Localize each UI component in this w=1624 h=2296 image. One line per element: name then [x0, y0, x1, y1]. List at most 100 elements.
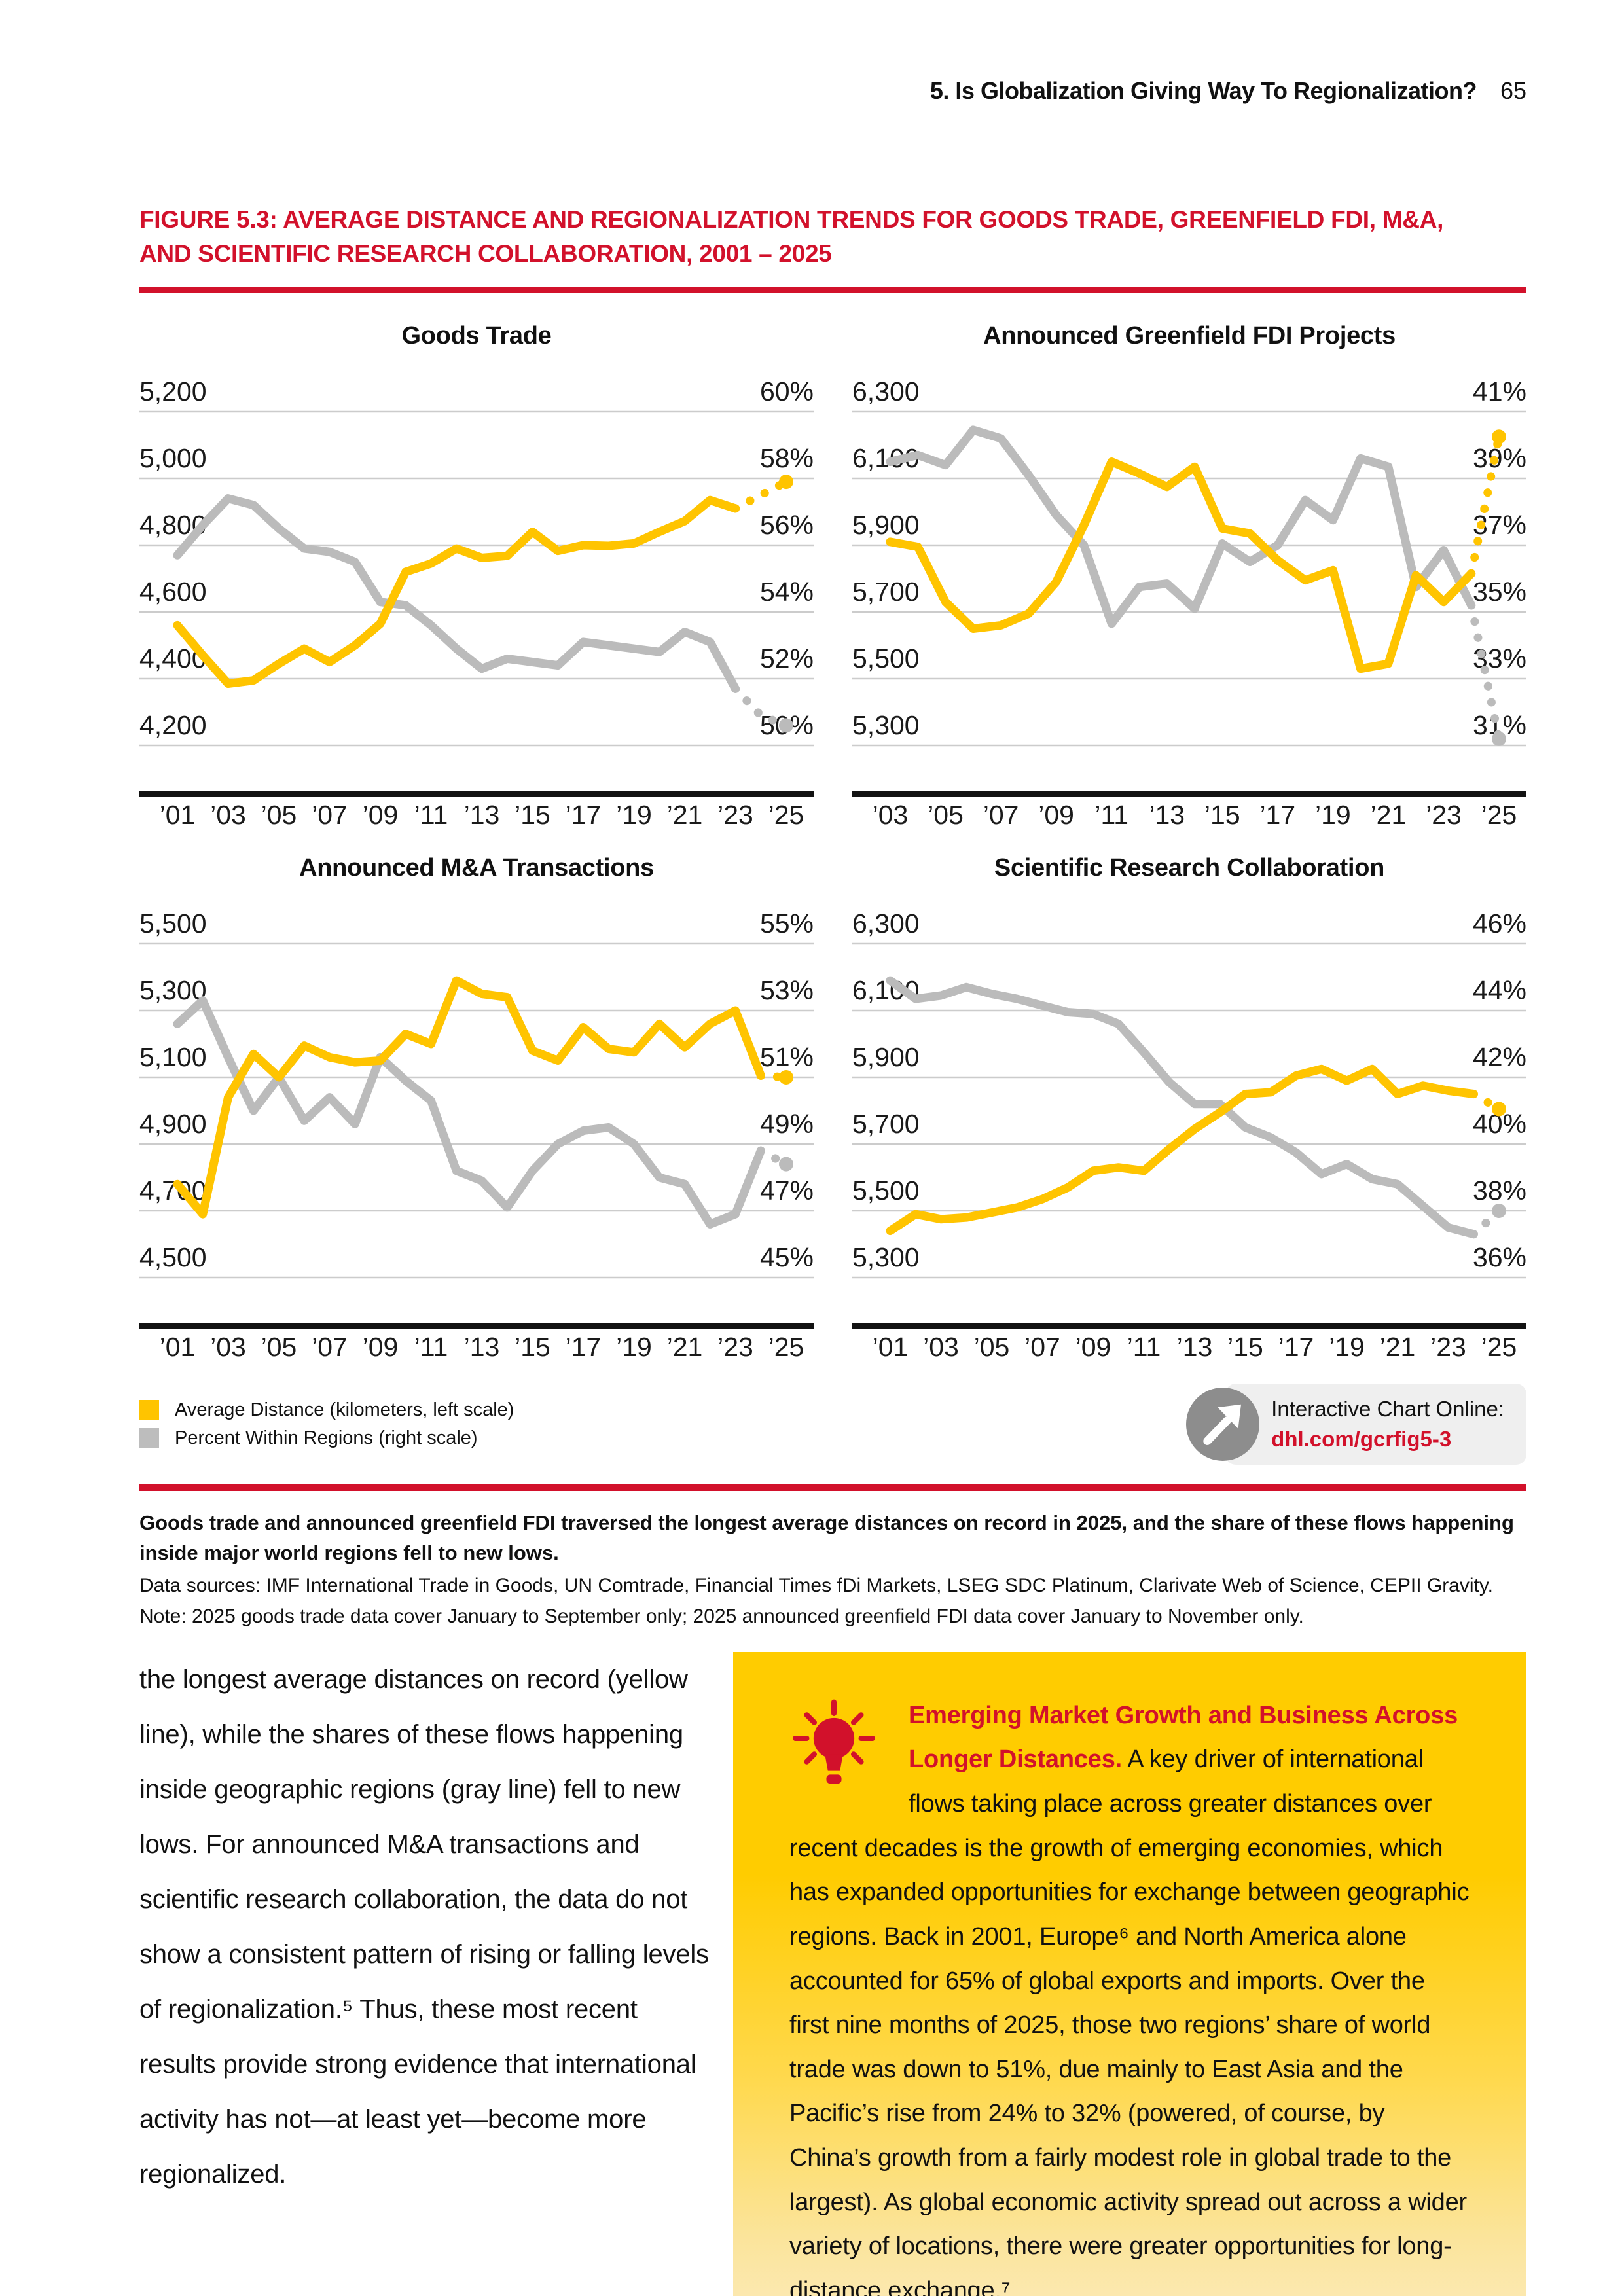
svg-text:38%: 38%	[1473, 1175, 1526, 1206]
svg-text:5,300: 5,300	[139, 975, 207, 1005]
svg-text:42%: 42%	[1473, 1042, 1526, 1072]
caption-sources: Data sources: IMF International Trade in…	[139, 1574, 1493, 1596]
svg-text:4,500: 4,500	[139, 1242, 207, 1272]
svg-text:’23: ’23	[1430, 1332, 1466, 1360]
svg-text:’07: ’07	[983, 800, 1019, 828]
svg-text:’25: ’25	[1481, 800, 1517, 828]
svg-text:’17: ’17	[566, 800, 602, 828]
svg-text:’19: ’19	[616, 1332, 652, 1360]
svg-text:54%: 54%	[760, 577, 814, 607]
svg-text:’17: ’17	[566, 1332, 602, 1360]
ma-transactions-chart-canvas: 5,500 55%5,300 53%5,100 51%4,900 49%4,700 47%…	[139, 908, 814, 1360]
chart-ma-transactions: Announced M&A Transactions 5,500 55% 5,300…	[139, 854, 814, 1360]
svg-text:’01: ’01	[160, 800, 196, 828]
svg-text:’23: ’23	[717, 800, 753, 828]
svg-text:’13: ’13	[464, 800, 500, 828]
svg-text:5,300: 5,300	[852, 1242, 920, 1272]
svg-text:’11: ’11	[1094, 800, 1128, 828]
legend-label: Average Distance (kilometers, left scale…	[175, 1399, 514, 1420]
legend-label: Percent Within Regions (right scale)	[175, 1427, 478, 1448]
svg-text:’05: ’05	[974, 1332, 1010, 1360]
interactive-chart-url[interactable]: dhl.com/gcrfig5-3	[1271, 1426, 1452, 1451]
svg-text:5,700: 5,700	[852, 1109, 920, 1139]
chart-title: Announced Greenfield FDI Projects	[983, 321, 1396, 350]
svg-text:44%: 44%	[1473, 975, 1526, 1005]
svg-text:58%: 58%	[760, 443, 814, 473]
svg-text:’25: ’25	[768, 1332, 804, 1360]
greenfield-fdi-chart-canvas: 6,300 41%6,100 39%5,900 37%5,700 35%5,500 33%…	[852, 376, 1526, 828]
svg-text:’11: ’11	[414, 1332, 448, 1360]
svg-text:’23: ’23	[1426, 800, 1462, 828]
svg-text:’25: ’25	[1481, 1332, 1517, 1360]
legend-swatch-yellow	[139, 1400, 159, 1420]
body-text: the longest average distances on record …	[139, 1664, 709, 2189]
svg-text:’01: ’01	[160, 1332, 196, 1360]
svg-text:4,200: 4,200	[139, 710, 207, 740]
interactive-chart-badge[interactable]: Interactive Chart Online: dhl.com/gcrfig…	[1186, 1383, 1526, 1465]
svg-text:’17: ’17	[1259, 800, 1295, 828]
svg-text:’13: ’13	[1149, 800, 1185, 828]
svg-text:’13: ’13	[464, 1332, 500, 1360]
svg-text:52%: 52%	[760, 643, 814, 673]
svg-text:5,000: 5,000	[139, 443, 207, 473]
figure-title: FIGURE 5.3: AVERAGE DISTANCE AND REGIONA…	[139, 206, 1444, 267]
svg-text:5,500: 5,500	[139, 908, 207, 939]
svg-text:49%: 49%	[760, 1109, 814, 1139]
svg-text:5,200: 5,200	[139, 376, 207, 406]
svg-text:’07: ’07	[1024, 1332, 1060, 1360]
svg-text:’09: ’09	[363, 800, 399, 828]
svg-text:’15: ’15	[514, 800, 550, 828]
svg-text:5,100: 5,100	[139, 1042, 207, 1072]
page-header: 5. Is Globalization Giving Way To Region…	[139, 77, 1526, 105]
svg-text:’09: ’09	[1038, 800, 1074, 828]
svg-text:’15: ’15	[514, 1332, 550, 1360]
svg-text:’11: ’11	[1127, 1332, 1161, 1360]
svg-text:6,300: 6,300	[852, 376, 920, 406]
svg-text:47%: 47%	[760, 1175, 814, 1206]
svg-text:46%: 46%	[1473, 908, 1526, 939]
svg-text:’03: ’03	[923, 1332, 959, 1360]
svg-text:60%: 60%	[760, 376, 814, 406]
caption-rule	[139, 1484, 1526, 1491]
svg-text:’11: ’11	[414, 800, 448, 828]
chart-goods-trade: Goods Trade 5,200 60% 5,000 58% 4,800 56% 4,60…	[139, 322, 814, 828]
svg-text:6,300: 6,300	[852, 908, 920, 939]
caption-headline: Goods trade and announced greenfield FDI…	[139, 1511, 1514, 1565]
chart-legend: Average Distance (kilometers, left scale…	[139, 1393, 514, 1456]
callout-text: A key driver of international flows taki…	[789, 1746, 1470, 2296]
legend-swatch-gray	[139, 1428, 159, 1448]
svg-text:’23: ’23	[717, 1332, 753, 1360]
svg-text:51%: 51%	[760, 1042, 814, 1072]
svg-text:’19: ’19	[1329, 1332, 1365, 1360]
svg-text:’07: ’07	[312, 1332, 348, 1360]
scientific-research-chart-canvas: 6,300 46%6,100 44%5,900 42%5,700 40%5,500 38%…	[852, 908, 1526, 1360]
svg-text:41%: 41%	[1473, 376, 1526, 406]
page-number: 65	[1500, 77, 1526, 104]
chart-title: Scientific Research Collaboration	[994, 853, 1385, 882]
svg-text:’01: ’01	[873, 1332, 909, 1360]
legend-row: Average Distance (kilometers, left scale…	[139, 1383, 1526, 1465]
svg-text:5,300: 5,300	[852, 710, 920, 740]
svg-text:5,900: 5,900	[852, 1042, 920, 1072]
svg-text:5,900: 5,900	[852, 510, 920, 540]
interactive-chart-label: Interactive Chart Online:	[1271, 1396, 1504, 1421]
svg-text:53%: 53%	[760, 975, 814, 1005]
chart-greenfield-fdi: Announced Greenfield FDI Projects 6,300 4…	[852, 322, 1526, 828]
svg-text:’21: ’21	[667, 1332, 703, 1360]
svg-text:45%: 45%	[760, 1242, 814, 1272]
svg-text:’09: ’09	[1075, 1332, 1111, 1360]
svg-text:’21: ’21	[1380, 1332, 1416, 1360]
svg-text:’21: ’21	[1371, 800, 1407, 828]
svg-text:’05: ’05	[928, 800, 964, 828]
legend-item-percent-within-regions: Percent Within Regions (right scale)	[139, 1427, 514, 1449]
external-link-arrow-icon	[1186, 1387, 1260, 1461]
svg-text:56%: 56%	[760, 510, 814, 540]
interactive-chart-text: Interactive Chart Online: dhl.com/gcrfig…	[1225, 1383, 1526, 1465]
svg-text:4,600: 4,600	[139, 577, 207, 607]
callout-box: Emerging Market Growth and Business Acro…	[733, 1651, 1526, 2296]
svg-text:35%: 35%	[1473, 577, 1526, 607]
svg-text:’15: ’15	[1204, 800, 1240, 828]
callout-title: Emerging Market Growth and Business Acro…	[909, 1701, 1458, 1774]
chart-title: Goods Trade	[401, 321, 552, 350]
svg-text:’19: ’19	[1315, 800, 1351, 828]
